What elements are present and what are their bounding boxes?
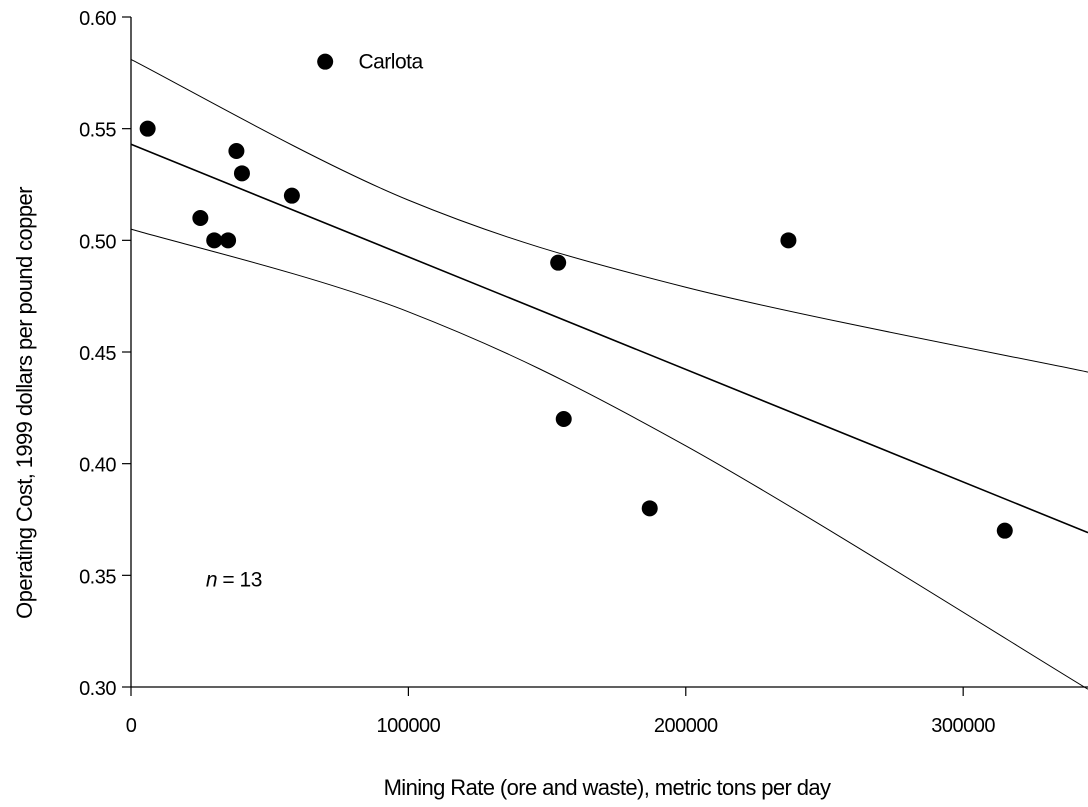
x-tick-label: 100000: [377, 715, 441, 737]
x-tick-label: 300000: [931, 715, 995, 737]
y-tick-label: 0.55: [79, 120, 116, 142]
data-point: [550, 254, 567, 271]
regression-fit-line: [130, 143, 1088, 534]
data-point: [139, 120, 156, 137]
x-axis-label: Mining Rate (ore and waste), metric tons…: [384, 775, 831, 800]
data-point: [220, 232, 237, 249]
y-tick-label: 0.60: [79, 8, 116, 30]
x-tick-label: 200000: [654, 715, 718, 737]
chart-axes: [130, 17, 1088, 688]
data-point: [233, 165, 250, 182]
sample-size-symbol: n: [206, 569, 217, 592]
regression-line: [130, 143, 1088, 534]
upper-confidence-curve: [130, 58, 1088, 373]
y-tick-label: 0.50: [79, 231, 116, 253]
y-tick-label: 0.35: [79, 566, 116, 588]
chart-annotations: Carlota n = 13: [206, 50, 424, 591]
data-point: [192, 210, 209, 226]
sample-size-value: = 13: [217, 569, 262, 592]
annotation-sample-size: n = 13: [206, 569, 262, 592]
data-point: [780, 232, 797, 249]
data-point: [228, 143, 245, 159]
data-point: [317, 53, 334, 70]
data-point: [996, 522, 1013, 539]
data-point: [641, 500, 658, 517]
data-point: [555, 411, 572, 427]
y-tick-label: 0.40: [79, 455, 116, 477]
y-tick-label: 0.45: [79, 343, 116, 365]
lower-confidence-curve: [130, 228, 1088, 690]
data-point: [283, 187, 300, 204]
annotation-carlota: Carlota: [358, 50, 423, 73]
y-axis-label: Operating Cost, 1999 dollars per pound c…: [12, 187, 37, 619]
chart-ticks: 0.30 0.35 0.40 0.45 0.50 0.55 0.60 0 100000 20000…: [79, 8, 996, 737]
confidence-band: [130, 58, 1088, 690]
x-tick-label: 0: [126, 715, 137, 737]
y-tick-label: 0.30: [79, 678, 116, 700]
data-points: [139, 53, 1013, 539]
data-point: [206, 232, 223, 249]
